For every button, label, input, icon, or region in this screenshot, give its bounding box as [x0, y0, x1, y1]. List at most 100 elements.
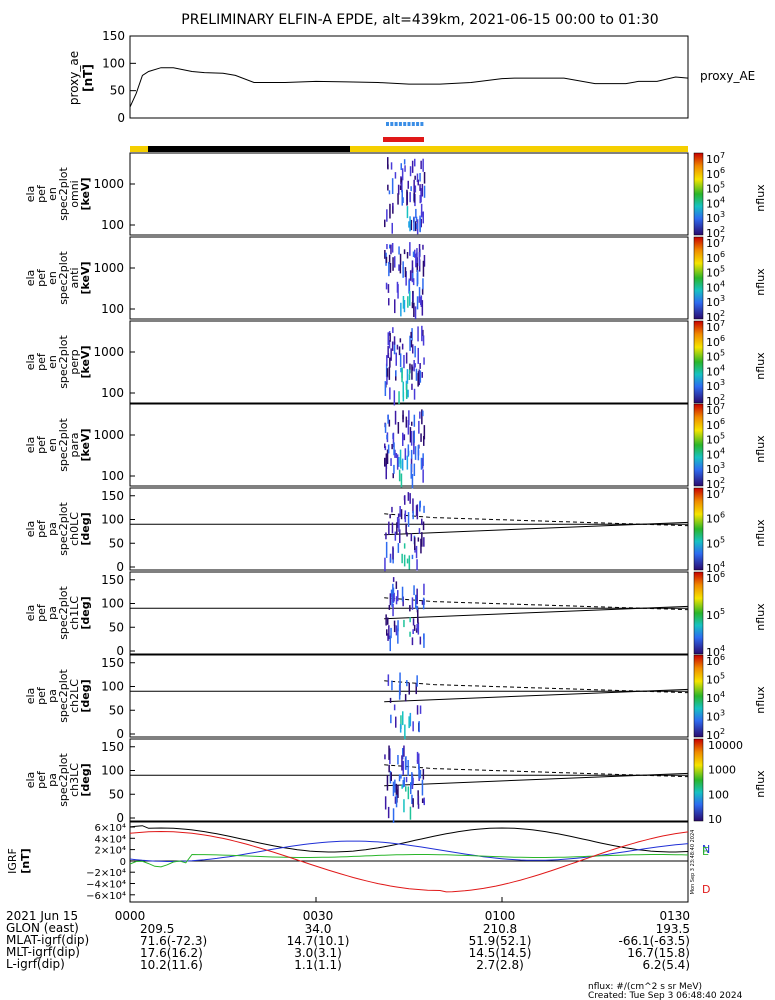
colorbar-tick-label: 106	[706, 250, 725, 265]
colorbar-tick-label: 105	[706, 672, 725, 687]
colorbar-tick-exponent: 5	[720, 349, 725, 358]
igrf-d-curve	[129, 830, 689, 893]
spectrogram-pixel	[393, 624, 396, 633]
spectrogram-pixel	[410, 463, 412, 479]
spectrogram-pixel	[405, 756, 407, 770]
spectrogram-pixel	[410, 533, 413, 542]
colorbar-tick-exponent: 6	[720, 653, 725, 662]
spectrogram-pixel	[408, 374, 411, 380]
spectrogram-pixel	[416, 624, 418, 631]
spectrogram-pixel	[401, 553, 403, 564]
spectrogram-ylabel: ela	[24, 772, 37, 789]
spectrogram-ylabel: en	[46, 355, 59, 369]
spectrogram-pixel	[414, 363, 416, 368]
colorbar-tick-exponent: 5	[720, 181, 725, 190]
spectrogram-pixel	[399, 672, 401, 685]
spectrogram-ylabel: para	[68, 433, 81, 458]
spectrogram-pixel	[389, 514, 391, 519]
spectrogram-pixel	[422, 769, 425, 780]
colorbar-tick-label: 104	[706, 279, 725, 294]
colorbar-tick-label: 105	[706, 265, 725, 280]
spectrogram-pixel	[398, 457, 400, 467]
colorbar-tick-exponent: 5	[720, 265, 725, 274]
pa-ytick-label: 100	[101, 764, 124, 778]
spectrogram-pixel	[399, 253, 402, 265]
spectrogram-pixel	[388, 190, 391, 195]
ephemeris-value: 17.6(16.2)	[140, 946, 203, 960]
spectrogram-pixel	[403, 249, 406, 255]
spectrogram-ylabel: [keV]	[79, 428, 92, 461]
ephemeris-value: 2.7(2.8)	[476, 958, 524, 972]
spectrogram-ylabel: pa	[46, 522, 59, 536]
colorbar-tick-label: 1000	[708, 764, 736, 777]
spectrogram-pixel	[411, 597, 414, 610]
spectrogram-pixel	[385, 532, 387, 540]
spectrogram-ytick-label: 100	[101, 469, 124, 483]
spectrogram-pixel	[396, 344, 399, 350]
ephemeris-value: 1.1(1.1)	[294, 958, 342, 972]
colorbar-tick-exponent: 3	[720, 709, 725, 718]
colorbar-tick-label: 105	[706, 181, 725, 196]
spectrogram-pixel	[403, 434, 406, 441]
spectrogram-ylabel: ela	[24, 186, 37, 203]
spectrogram-ytick-label: 1000	[93, 345, 124, 359]
proxy-ae-legend: proxy_AE	[700, 69, 755, 83]
spectrogram-pixel	[419, 184, 421, 191]
spectrogram-pixel	[395, 794, 398, 808]
spectrogram-pixel	[396, 454, 399, 470]
spectrogram-pixel	[412, 510, 414, 520]
spectrogram-pixel	[401, 367, 403, 383]
spectrogram-pixel	[406, 455, 409, 470]
spectrogram-pixel	[392, 202, 394, 210]
spectrogram-pixel	[384, 423, 387, 433]
spectrogram-pixel	[419, 370, 422, 383]
spectrogram-pixel	[397, 284, 399, 299]
spectrogram-pixel	[423, 797, 425, 803]
spectrogram-pixel	[418, 420, 420, 434]
spectrogram-pixel	[386, 368, 389, 378]
spectrogram-pixel	[415, 368, 418, 381]
spectrogram-pixel	[421, 798, 424, 803]
spectrogram-pixel	[408, 221, 410, 228]
colorbar-label: nflux	[754, 603, 767, 631]
proxy-ae-ylabel: proxy_ae	[67, 51, 81, 105]
pa-ytick-label: 0	[116, 727, 124, 741]
spectrogram-pixel	[412, 618, 415, 626]
spectrogram-pixel	[393, 341, 396, 355]
spectrogram-pixel	[420, 296, 422, 305]
spectrogram-pixel	[391, 591, 393, 607]
spectrogram-ylabel: [deg]	[79, 512, 92, 545]
spectrogram-pixel	[421, 300, 424, 316]
ephemeris-row-label: GLON (east)	[6, 921, 79, 935]
proxy-ae-ylabel-unit: [nT]	[81, 64, 95, 92]
spectrogram-pixel	[420, 203, 423, 216]
science-zone-marker	[416, 122, 420, 126]
spectrogram-pixel	[395, 581, 398, 589]
spectrogram-pixel	[402, 296, 405, 309]
colorbar	[693, 571, 704, 655]
spectrogram-ytick-label: 100	[101, 302, 124, 316]
spectrogram-pixel	[402, 711, 404, 726]
spectrogram-pixel	[422, 521, 425, 531]
spectrogram-pixel	[413, 190, 416, 203]
science-zone-marker	[420, 122, 424, 126]
spectrogram-pixel	[419, 411, 421, 419]
spectrogram-pixel	[411, 772, 413, 785]
spectrogram-pixel	[413, 585, 415, 596]
spectrogram-ytick-label: 1000	[93, 261, 124, 275]
spectrogram-pixel	[413, 463, 416, 476]
spectrogram-pixel	[416, 559, 418, 571]
spectrogram-pixel	[392, 206, 394, 214]
spectrogram-pixel	[422, 410, 424, 417]
spectrogram-pixel	[413, 624, 416, 631]
spectrogram-pixel	[415, 208, 417, 219]
spectrogram-pixel	[416, 705, 419, 715]
spectrogram-pixel	[413, 179, 415, 193]
pa-ytick-label: 0	[116, 811, 124, 825]
spectrogram-pixel	[387, 157, 389, 169]
colorbar-tick-label: 106	[706, 570, 725, 585]
colorbar-tick-exponent: 5	[720, 535, 725, 544]
colorbar-tick-exponent: 2	[720, 225, 725, 234]
spectrogram-pixel	[407, 420, 410, 435]
